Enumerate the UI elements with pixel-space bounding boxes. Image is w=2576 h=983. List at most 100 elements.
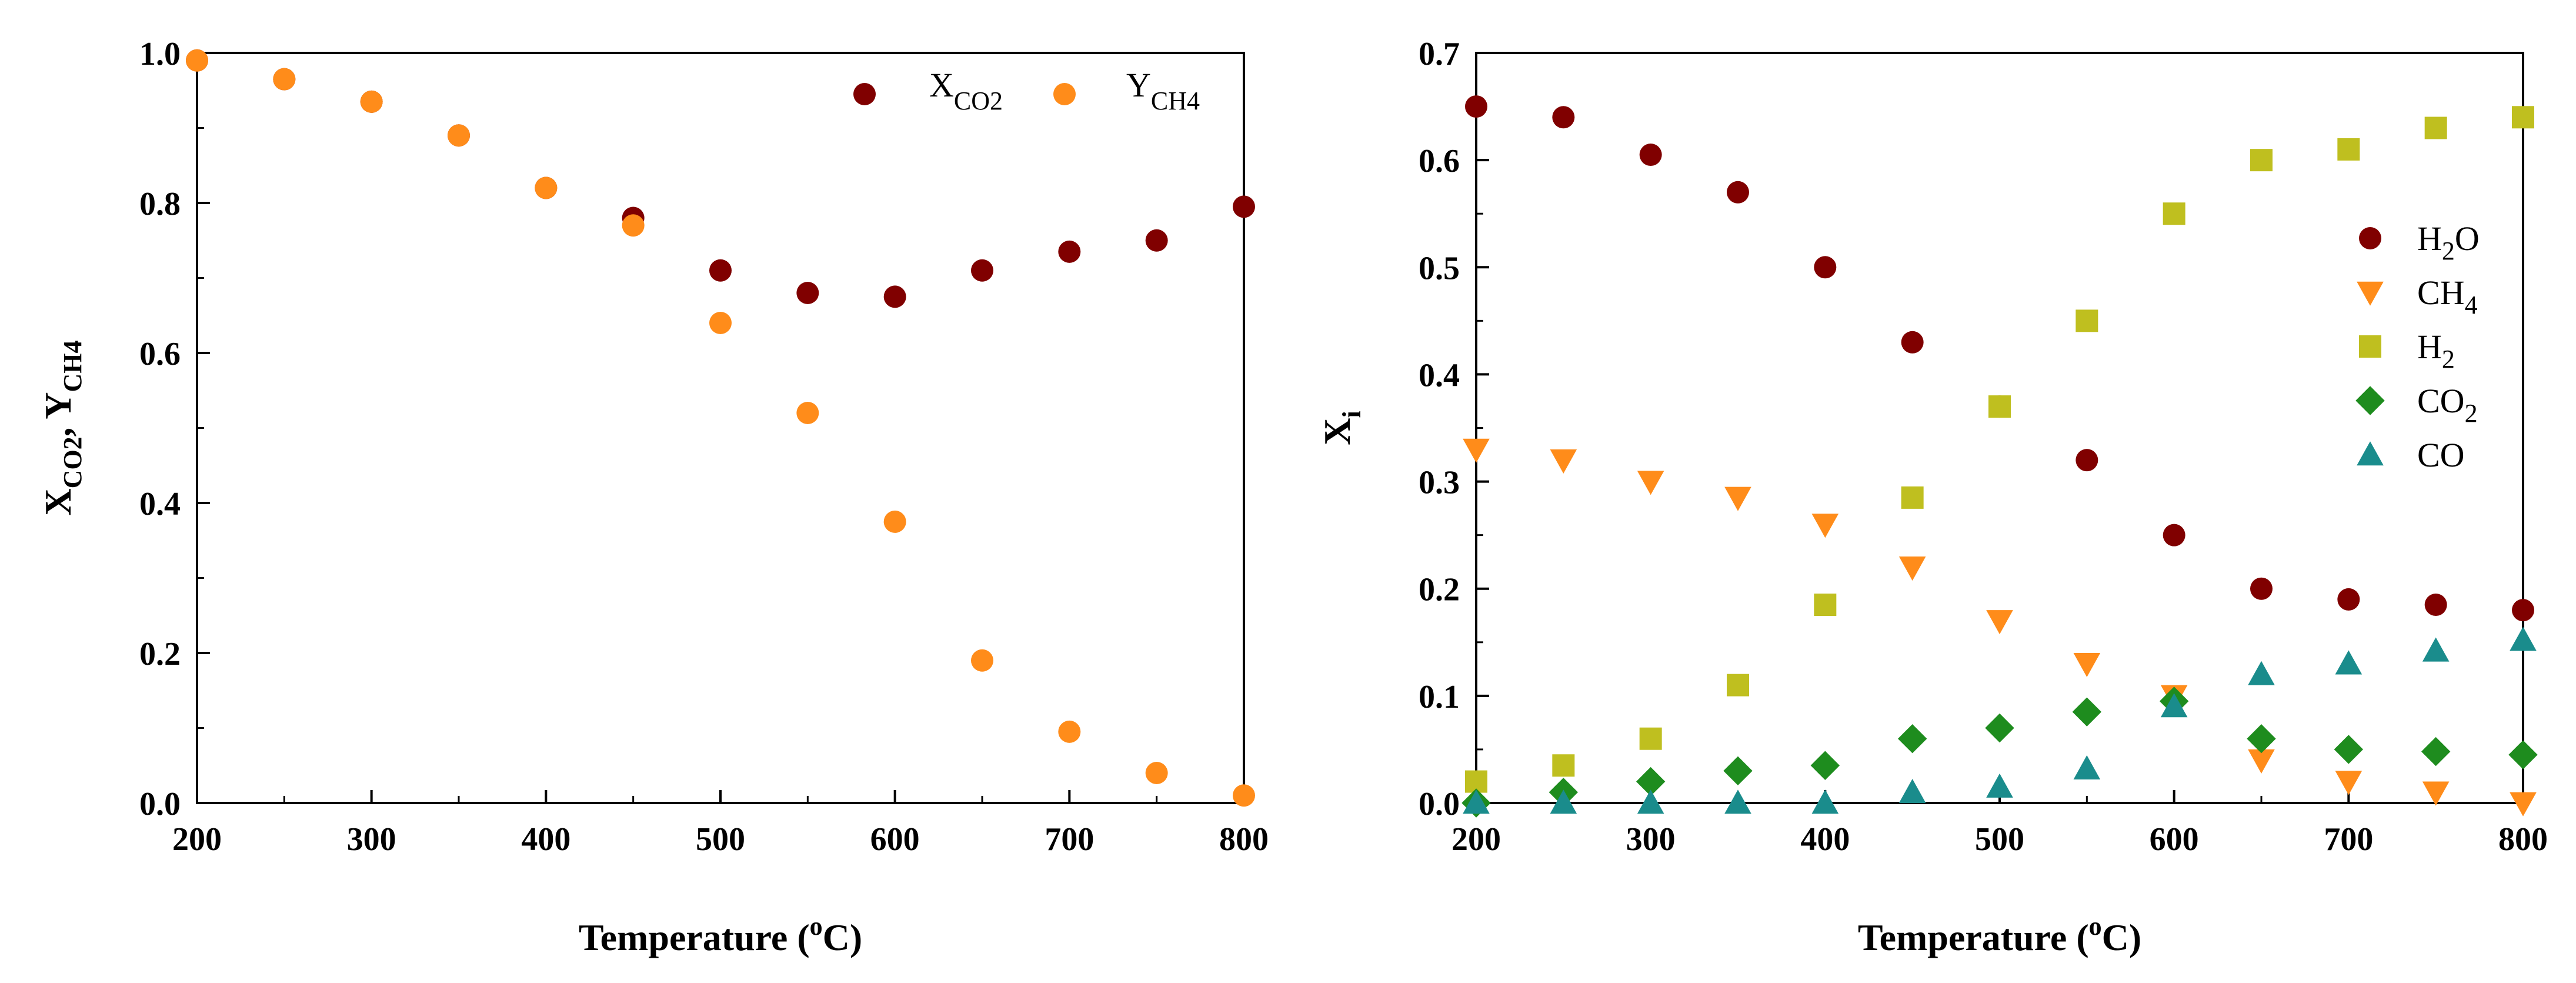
data-point [883, 285, 906, 308]
data-point [1897, 724, 1927, 754]
x-tick-label: 500 [696, 821, 745, 858]
data-point [1814, 594, 1837, 617]
legend-marker [1053, 83, 1076, 105]
data-point [2076, 309, 2098, 332]
data-point [1552, 106, 1575, 129]
data-point [1636, 767, 1666, 797]
data-point [273, 68, 296, 91]
data-point [2510, 792, 2537, 817]
x-tick-label: 500 [1975, 821, 2024, 858]
data-point [709, 259, 732, 282]
y-tick-label: 0.4 [1419, 357, 1460, 394]
data-point [1550, 449, 1577, 474]
legend: H2O CH4 H2 CO2 CO [2355, 219, 2480, 474]
data-point [1550, 789, 1577, 814]
data-point [186, 49, 208, 72]
data-point [2508, 740, 2538, 769]
x-tick-label: 200 [1451, 821, 1501, 858]
legend-marker [2355, 386, 2385, 415]
legend-marker [853, 83, 876, 105]
y-tick-label: 0.0 [139, 786, 181, 822]
data-point [1814, 256, 1837, 279]
x-tick-label: 800 [1219, 821, 1269, 858]
data-point [1233, 784, 1255, 807]
legend-label: CO [2417, 436, 2465, 474]
x-tick-label: 400 [1800, 821, 1850, 858]
data-point [1724, 486, 1751, 511]
x-tick-label: 700 [2324, 821, 2373, 858]
data-point [709, 312, 732, 334]
data-point [1901, 331, 1924, 354]
data-point [1986, 610, 2013, 635]
data-point [2248, 749, 2275, 774]
data-point [2421, 737, 2451, 767]
series-CO [1463, 627, 2537, 814]
data-point [2073, 755, 2101, 779]
data-point [1811, 514, 1839, 538]
data-point [1811, 789, 1839, 814]
x-axis-title: Temperature (oC) [579, 912, 862, 958]
y-tick-label: 0.3 [1419, 465, 1460, 501]
legend-marker [2357, 441, 2384, 466]
data-point [1727, 181, 1749, 204]
x-tick-label: 600 [870, 821, 920, 858]
data-point [535, 176, 558, 199]
y-tick-label: 0.0 [1419, 786, 1460, 822]
y-tick-label: 0.7 [1419, 36, 1460, 72]
legend-label: CO2 [2417, 382, 2478, 428]
data-point [796, 282, 819, 304]
y-axis-title: XCO2, YCH4 [37, 340, 87, 515]
data-point [971, 649, 993, 672]
data-point [1985, 713, 2014, 743]
data-point [1058, 720, 1081, 743]
series-CH4 [1463, 438, 2537, 817]
data-point [1637, 789, 1664, 814]
data-point [1058, 240, 1081, 263]
chart-left: 200 300 400 500 600 700 800 0.0 0.2 0.4 0.6 0.8 1.0 T… [37, 36, 1269, 958]
data-point [2424, 116, 2447, 139]
data-point [1145, 762, 1168, 784]
data-point [2076, 449, 2098, 472]
data-point [2250, 149, 2273, 172]
y-tick-label: 0.2 [139, 636, 181, 672]
data-point [1465, 95, 1487, 118]
x-tick-label: 300 [347, 821, 396, 858]
plot-frame [1475, 52, 2524, 804]
legend-label: CH4 [2417, 274, 2478, 319]
y-tick-label: 0.1 [1419, 679, 1460, 715]
data-point [1901, 486, 1924, 509]
data-point [1145, 229, 1168, 252]
data-point [2512, 599, 2534, 622]
data-point [622, 214, 645, 237]
data-point [1898, 778, 1926, 804]
y-tick-label: 0.8 [139, 186, 181, 222]
data-point [2163, 202, 2185, 225]
data-point [1639, 144, 1662, 166]
data-point [2424, 594, 2447, 617]
data-point [883, 510, 906, 533]
x-tick-label: 400 [521, 821, 570, 858]
data-point [1552, 754, 1575, 777]
data-point [1233, 195, 1255, 218]
legend-marker [2359, 227, 2381, 249]
data-point [1724, 789, 1751, 814]
x-tick-label: 200 [172, 821, 222, 858]
data-point [1723, 756, 1753, 786]
x-tick-label: 800 [2498, 821, 2548, 858]
x-tick-label: 600 [2150, 821, 2199, 858]
data-point [2073, 652, 2101, 678]
plot-frame [196, 52, 1245, 804]
x-tick-label: 700 [1045, 821, 1094, 858]
data-point [448, 124, 470, 147]
legend: XCO2 YCH4 [853, 66, 1200, 115]
data-point [2160, 693, 2188, 718]
x-axis-title: Temperature (oC) [1858, 912, 2141, 958]
data-point [1639, 727, 1662, 750]
series-H2 [1465, 106, 2534, 793]
legend-label: H2O [2417, 219, 2480, 265]
y-tick-label: 0.4 [139, 486, 181, 522]
data-point [2248, 661, 2275, 685]
data-point [1898, 557, 1926, 581]
legend-marker [2359, 335, 2381, 358]
